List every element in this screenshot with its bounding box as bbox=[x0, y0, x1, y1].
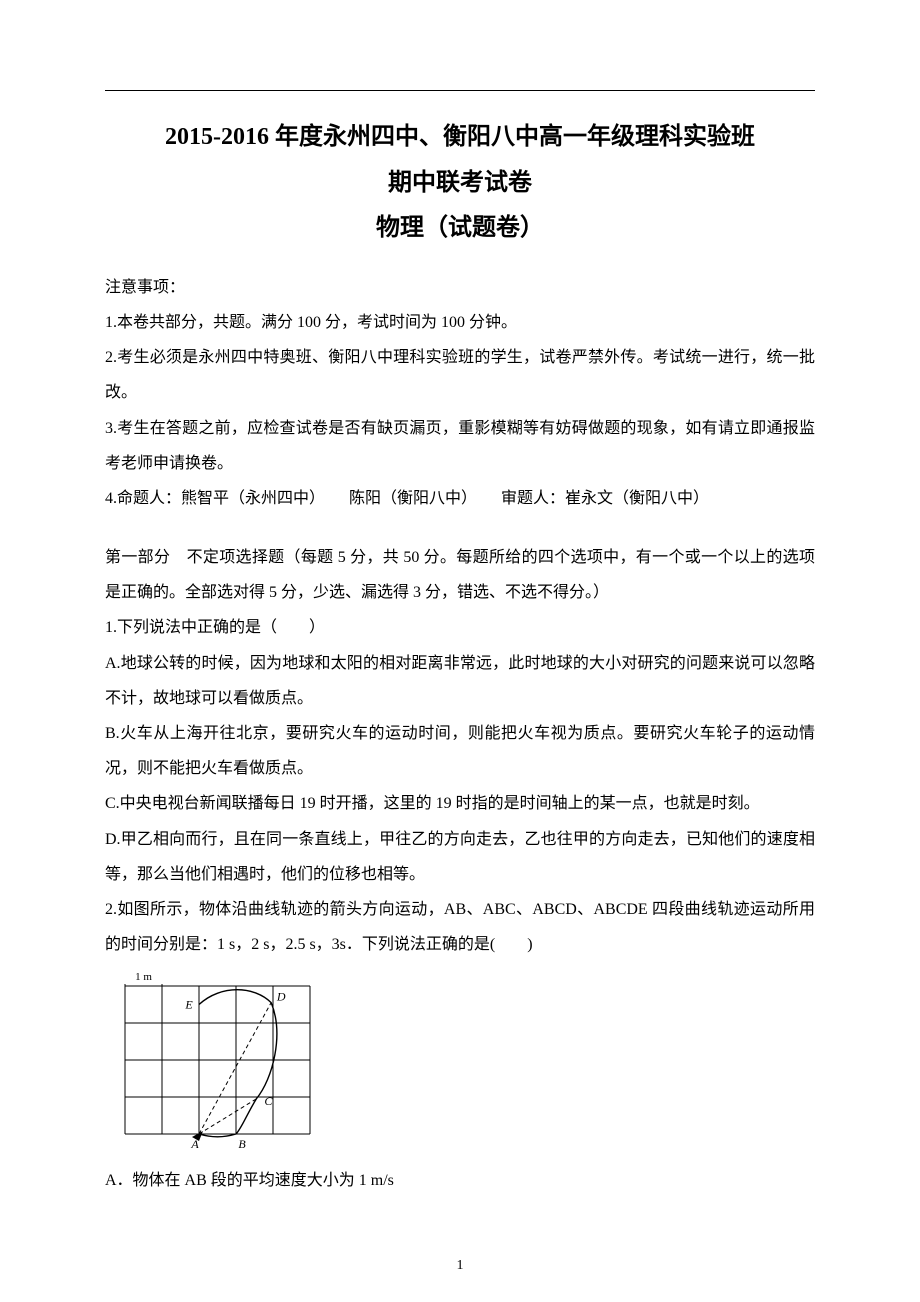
q1-option-c: C.中央电视台新闻联播每日 19 时开播，这里的 19 时指的是时间轴上的某一点… bbox=[105, 786, 815, 821]
q1-option-a: A.地球公转的时候，因为地球和太阳的相对距离非常远，此时地球的大小对研究的问题来… bbox=[105, 646, 815, 716]
top-divider bbox=[105, 90, 815, 91]
page-title-line1: 2015-2016 年度永州四中、衡阳八中高一年级理科实验班 bbox=[105, 115, 815, 161]
notes-heading: 注意事项： bbox=[105, 270, 815, 305]
page-number: 1 bbox=[0, 1258, 920, 1274]
svg-text:B: B bbox=[238, 1137, 246, 1148]
q2-stem: 2.如图所示，物体沿曲线轨迹的箭头方向运动，AB、ABC、ABCD、ABCDE … bbox=[105, 892, 815, 962]
q1-option-b: B.火车从上海开往北京，要研究火车的运动时间，则能把火车视为质点。要研究火车轮子… bbox=[105, 716, 815, 786]
page-title-line2: 期中联考试卷 bbox=[105, 161, 815, 207]
svg-text:E: E bbox=[184, 998, 193, 1012]
q2-figure: 1 m A B C D E bbox=[105, 968, 815, 1153]
q2-option-a: A．物体在 AB 段的平均速度大小为 1 m/s bbox=[105, 1163, 815, 1198]
section-title: 物理（试题卷） bbox=[105, 206, 815, 252]
part1-intro: 第一部分 不定项选择题（每题 5 分，共 50 分。每题所给的四个选项中，有一个… bbox=[105, 540, 815, 610]
note-4: 4.命题人：熊智平（永州四中） 陈阳（衡阳八中） 审题人：崔永文（衡阳八中） bbox=[105, 481, 815, 516]
q1-stem: 1.下列说法中正确的是（ ） bbox=[105, 610, 815, 645]
note-2: 2.考生必须是永州四中特奥班、衡阳八中理科实验班的学生，试卷严禁外传。考试统一进… bbox=[105, 340, 815, 410]
q1-option-d: D.甲乙相向而行，且在同一条直线上，甲往乙的方向走去，乙也往甲的方向走去，已知他… bbox=[105, 822, 815, 892]
note-1: 1.本卷共部分，共题。满分 100 分，考试时间为 100 分钟。 bbox=[105, 305, 815, 340]
svg-text:1 m: 1 m bbox=[135, 971, 152, 983]
note-3: 3.考生在答题之前，应检查试卷是否有缺页漏页，重影模糊等有妨碍做题的现象，如有请… bbox=[105, 411, 815, 481]
svg-text:C: C bbox=[264, 1094, 273, 1108]
svg-text:D: D bbox=[276, 990, 286, 1004]
svg-text:A: A bbox=[190, 1137, 199, 1148]
